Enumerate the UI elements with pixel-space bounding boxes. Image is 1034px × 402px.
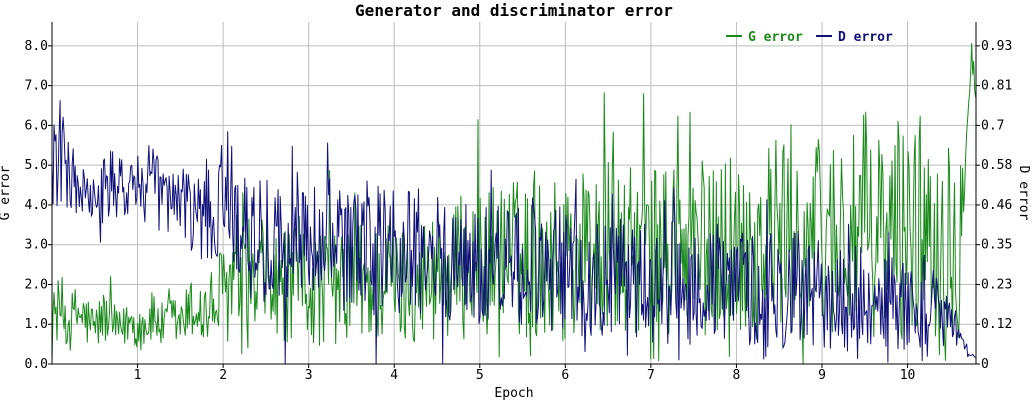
tick-labels: 0.0 1.0 2.0 3.0 4.0 5.0 6.0 7.0 8.0 0 0.12 0.23 0.35… [25,39,1013,383]
y-left-tick-label: 0.0 [25,357,48,372]
x-tick-label: 9 [818,368,826,383]
x-tick-label: 8 [733,368,741,383]
y-right-tick-label: 0.58 [981,158,1012,173]
axes [48,22,980,368]
x-axis-label: Epoch [494,386,533,401]
y-right-tick-label: 0.93 [981,39,1012,54]
x-tick-label: 2 [219,368,227,383]
y-left-tick-label: 6.0 [25,118,48,133]
legend: G error D error [726,30,893,45]
series-layer [51,43,977,365]
series-line-d-error [51,100,976,365]
y-left-tick-label: 8.0 [25,39,48,54]
y-left-tick-label: 7.0 [25,79,48,94]
chart-title: Generator and discriminator error [355,1,673,20]
x-tick-label: 3 [305,368,313,383]
y-right-tick-label: 0.7 [981,118,1004,133]
x-tick-label: 6 [561,368,569,383]
series-line-g-error [51,43,977,365]
x-tick-label: 5 [476,368,484,383]
y-right-tick-label: 0.46 [981,198,1012,213]
y-left-tick-label: 2.0 [25,277,48,292]
y-right-tick-label: 0.35 [981,238,1012,253]
legend-label-d-error: D error [838,30,893,45]
y-left-tick-label: 4.0 [25,198,48,213]
y-axis-right-label: D error [1016,166,1031,221]
y-right-tick-label: 0.12 [981,317,1012,332]
y-right-tick-label: 0 [981,357,989,372]
y-right-tick-label: 0.81 [981,79,1012,94]
x-tick-label: 1 [134,368,142,383]
y-axis-left-label: G error [0,165,13,220]
x-tick-label: 10 [900,368,916,383]
x-tick-label: 7 [647,368,655,383]
x-tick-label: 4 [390,368,398,383]
legend-label-g-error: G error [748,30,803,45]
y-left-tick-label: 3.0 [25,238,48,253]
y-left-tick-label: 5.0 [25,158,48,173]
y-left-tick-label: 1.0 [25,317,48,332]
y-right-tick-label: 0.23 [981,277,1012,292]
